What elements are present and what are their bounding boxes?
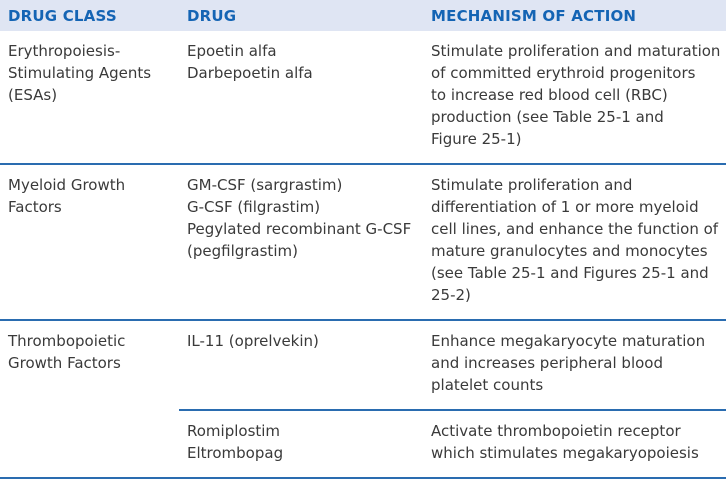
- table-row: Myeloid Growth Factors GM-CSF (sargrastim)…: [0, 164, 726, 321]
- cell-mechanism: Enhance megakaryocyte maturation and incr…: [423, 320, 726, 411]
- cell-drug: IL-11 (oprelvekin): [179, 320, 423, 411]
- mechanism-line: Enhance megakaryocyte maturation: [431, 332, 706, 350]
- cell-mechanism: Stimulate proliferation and maturation of…: [423, 31, 726, 165]
- drug-line: Pegylated recombinant G-CSF: [187, 220, 412, 238]
- mechanism-line: Stimulate proliferation and: [431, 176, 633, 194]
- drug-line: IL-11 (oprelvekin): [187, 332, 319, 350]
- drug-class-line: Myeloid Growth: [8, 176, 126, 194]
- header-mechanism: MECHANISM OF ACTION: [423, 0, 726, 31]
- mechanism-line: which stimulates megakaryopoiesis: [431, 444, 699, 462]
- cell-drug: GM-CSF (sargrastim) G-CSF (filgrastim) Peg…: [179, 164, 423, 321]
- mechanism-line: and increases peripheral blood: [431, 354, 663, 372]
- drug-class-line: Stimulating Agents: [8, 64, 152, 82]
- mechanism-line: Activate thrombopoietin receptor: [431, 422, 681, 440]
- drug-line: (pegfilgrastim): [187, 242, 298, 260]
- drug-line: Romiplostim: [187, 422, 281, 440]
- mechanism-line: Figure 25-1): [431, 130, 522, 148]
- mechanism-line: 25-2): [431, 286, 471, 304]
- mechanism-line: to increase red blood cell (RBC): [431, 86, 668, 104]
- drug-line: Eltrombopag: [187, 444, 284, 462]
- drug-line: GM-CSF (sargrastim): [187, 176, 343, 194]
- header-drug: DRUG: [179, 0, 423, 31]
- table-row: Thrombopoietic Growth Factors IL-11 (oprel…: [0, 320, 726, 479]
- cell-mechanism: Activate thrombopoietin receptor which st…: [423, 410, 726, 479]
- drug-class-line: (ESAs): [8, 86, 58, 104]
- cell-drug: Romiplostim Eltrombopag: [179, 410, 423, 479]
- drug-line: G-CSF (filgrastim): [187, 198, 321, 216]
- header-drug-class: DRUG CLASS: [0, 0, 179, 31]
- drug-class-line: Erythropoiesis-: [8, 42, 121, 60]
- drug-line: Darbepoetin alfa: [187, 64, 313, 82]
- mechanism-line: platelet counts: [431, 376, 544, 394]
- cell-mechanism: Stimulate proliferation and differentiati…: [423, 164, 726, 321]
- drug-class-line: Factors: [8, 198, 62, 216]
- cell-drug-class: Erythropoiesis- Stimulating Agents (ESAs): [0, 31, 179, 165]
- drug-class-line: Growth Factors: [8, 354, 121, 372]
- mechanism-line: of committed erythroid progenitors: [431, 64, 696, 82]
- drug-class-line: Thrombopoietic: [8, 332, 126, 350]
- cell-drug-class: Thrombopoietic Growth Factors: [0, 320, 179, 479]
- mechanism-line: (see Table 25-1 and Figures 25-1 and: [431, 264, 709, 282]
- mechanism-line: Stimulate proliferation and maturation: [431, 42, 721, 60]
- table-row: Erythropoiesis- Stimulating Agents (ESAs) E…: [0, 31, 726, 165]
- cell-drug-class: Myeloid Growth Factors: [0, 164, 179, 321]
- mechanism-line: differentiation of 1 or more myeloid: [431, 198, 699, 216]
- drug-line: Epoetin alfa: [187, 42, 277, 60]
- mechanism-line: mature granulocytes and monocytes: [431, 242, 708, 260]
- mechanism-line: production (see Table 25-1 and: [431, 108, 664, 126]
- cell-drug: Epoetin alfa Darbepoetin alfa: [179, 31, 423, 165]
- header-row: DRUG CLASS DRUG MECHANISM OF ACTION: [0, 0, 726, 31]
- mechanism-line: cell lines, and enhance the function of: [431, 220, 719, 238]
